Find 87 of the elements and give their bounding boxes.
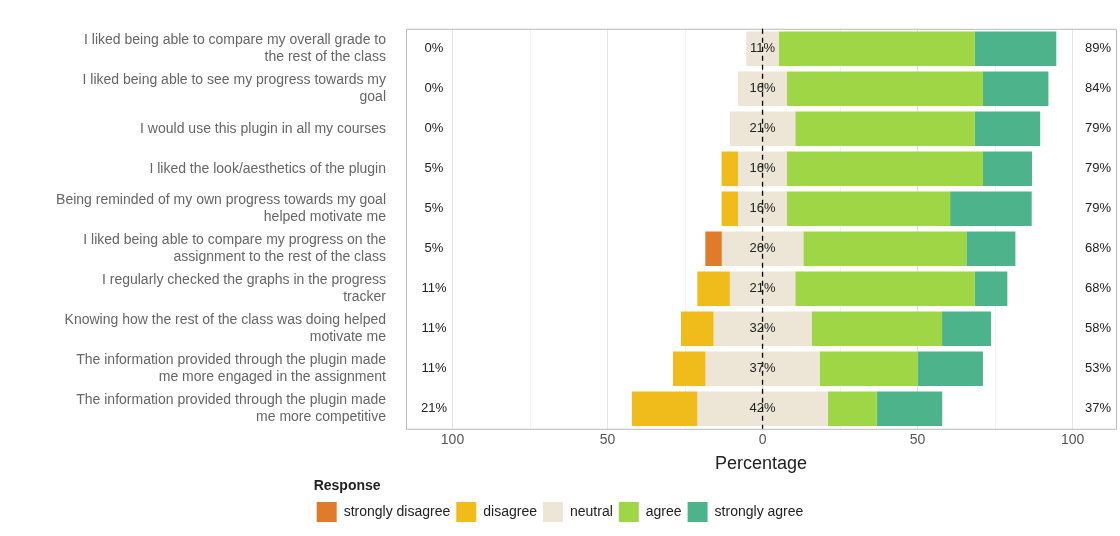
bar [681, 311, 714, 346]
legend-label: agree [645, 502, 682, 519]
data-label: 16% [749, 200, 776, 216]
bar [721, 191, 739, 226]
bar [738, 151, 788, 186]
bar [787, 151, 983, 186]
y-tick-label: I liked the look/aesthetics of the plugin [149, 159, 386, 176]
bar [697, 391, 828, 426]
data-label: 32% [749, 320, 776, 336]
bar [697, 271, 730, 306]
x-tick-label: 50 [909, 431, 926, 448]
annotation: 79% [1084, 160, 1112, 176]
data-label: 37% [749, 360, 776, 376]
data-label: 42% [749, 400, 776, 416]
y-tick-label: Knowing how the rest of the class was doing helped motivate me [64, 311, 387, 345]
bar [787, 191, 951, 226]
bar [917, 351, 983, 386]
annotation: 5% [424, 200, 444, 216]
bar [974, 111, 1041, 146]
annotation: 53% [1084, 360, 1112, 376]
annotation: 79% [1084, 120, 1112, 136]
data-label: 11% [750, 40, 776, 56]
annotation: 5% [424, 160, 444, 176]
data-label: 26% [749, 240, 776, 256]
bar [705, 351, 820, 386]
annotation: 84% [1084, 80, 1112, 96]
bar [876, 391, 943, 426]
annotation: 11% [421, 360, 447, 376]
x-axis-title: Percentage [714, 453, 808, 474]
x-tick-label: 0 [758, 431, 767, 448]
bar [795, 271, 975, 306]
annotation: 79% [1084, 200, 1112, 216]
bar [811, 311, 943, 346]
y-tick-label: I regularly checked the graphs in the progress tracker [101, 271, 387, 305]
bar [729, 111, 796, 146]
bar [974, 31, 1057, 66]
bar [721, 151, 739, 186]
bar [795, 111, 975, 146]
annotation: 11% [421, 280, 447, 296]
legend-label: strongly disagree [343, 502, 451, 519]
bar [729, 271, 796, 306]
legend-label: disagree [483, 502, 538, 519]
data-label: 16% [749, 80, 776, 96]
y-tick-label: I liked being able to compare my overall grade to the rest of the class [84, 31, 387, 65]
bar [672, 351, 706, 386]
bar [982, 71, 1049, 106]
y-tick-label: I would use this plugin in all my courses [140, 119, 386, 136]
bar [778, 31, 975, 66]
annotation: 0% [424, 40, 444, 56]
annotation: 5% [424, 240, 444, 256]
bar [966, 231, 1016, 266]
bar [705, 231, 722, 266]
y-tick-label: I liked being able to see my progress towards my goal [82, 71, 386, 105]
bar [721, 231, 804, 266]
bar [713, 311, 812, 346]
annotation: 58% [1084, 320, 1112, 336]
annotation: 89% [1084, 40, 1112, 56]
bar [819, 351, 918, 386]
annotation: 21% [420, 400, 448, 416]
annotation: 0% [424, 120, 444, 136]
legend-label: strongly agree [714, 502, 804, 519]
bar [942, 311, 992, 346]
data-label: 21% [749, 280, 776, 296]
bar [738, 191, 788, 226]
annotation: 68% [1084, 240, 1112, 256]
y-tick-label: I liked being able to compare my progress on the assignment to the rest of the class [83, 231, 387, 265]
y-tick-label: The information provided through the plugin made me more competitive [76, 391, 387, 425]
annotation: 11% [421, 320, 447, 336]
bar [827, 391, 877, 426]
annotation: 68% [1084, 280, 1112, 296]
bar [787, 71, 983, 106]
bar [950, 191, 1032, 226]
y-tick-label: Being reminded of my own progress towards my goal helped motivate me [56, 191, 387, 225]
x-tick-label: 100 [1060, 431, 1085, 448]
legend-label: neutral [569, 502, 613, 519]
annotation: 37% [1084, 400, 1112, 416]
bar [631, 391, 698, 426]
bar [982, 151, 1032, 186]
legend-title: Response [313, 477, 381, 494]
data-label: 21% [749, 120, 776, 136]
annotation: 0% [424, 80, 444, 96]
x-tick-label: 50 [599, 431, 616, 448]
bar [974, 271, 1008, 306]
data-label: 16% [749, 160, 776, 176]
x-tick-label: 100 [440, 431, 465, 448]
bar [803, 231, 967, 266]
y-tick-label: The information provided through the plugin made me more engaged in the assignment [76, 351, 387, 385]
